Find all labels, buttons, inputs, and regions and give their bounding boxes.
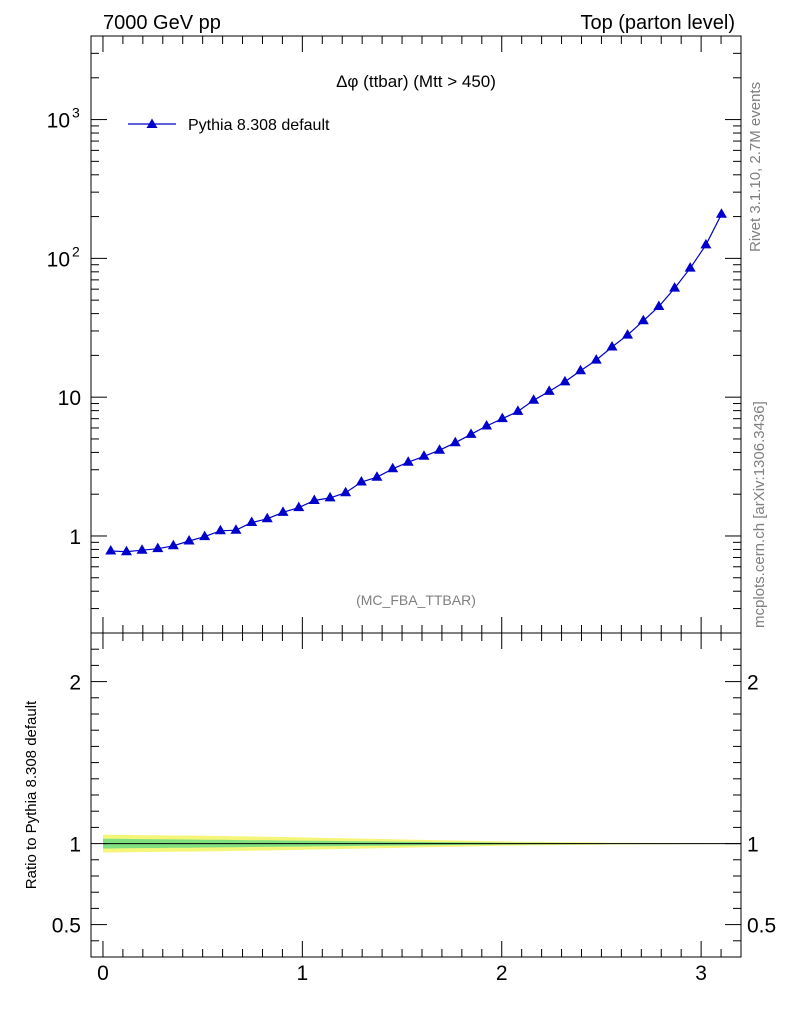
y-tick-label: 10 xyxy=(47,110,70,133)
data-point xyxy=(449,436,461,447)
data-point xyxy=(340,486,352,497)
data-point xyxy=(402,456,414,466)
y-tick-label: 10 xyxy=(47,248,70,271)
data-point xyxy=(528,394,540,404)
data-point xyxy=(559,375,571,386)
data-point xyxy=(371,471,383,481)
ratio-y-label: 2 xyxy=(69,672,81,695)
watermark: (MC_FBA_TTBAR) xyxy=(356,592,476,608)
data-point xyxy=(653,300,665,311)
data-point xyxy=(715,208,727,218)
y-tick-exponent: 2 xyxy=(72,243,80,259)
data-point xyxy=(324,491,336,502)
source-label: mcplots.cern.ch [arXiv:1306.3436] xyxy=(751,401,768,628)
legend-label: Pythia 8.308 default xyxy=(188,117,330,134)
data-point xyxy=(481,419,493,430)
x-tick-label: 0 xyxy=(97,962,109,985)
data-point xyxy=(152,542,164,553)
data-point xyxy=(622,329,634,339)
data-point xyxy=(214,524,226,535)
ratio-y-label-right: 0.5 xyxy=(747,915,776,938)
legend-marker xyxy=(146,118,158,128)
ratio-frame xyxy=(90,632,742,958)
data-point xyxy=(199,530,211,541)
data-point xyxy=(120,545,132,556)
data-point xyxy=(387,462,399,473)
data-point xyxy=(167,539,179,550)
data-point xyxy=(418,450,430,460)
ratio-ylabel: Ratio to Pythia 8.308 default xyxy=(23,700,40,889)
data-point xyxy=(684,262,696,272)
data-point xyxy=(293,501,305,512)
ratio-y-label: 0.5 xyxy=(52,915,81,938)
data-point xyxy=(261,512,273,523)
data-point xyxy=(355,475,367,486)
data-point xyxy=(590,354,602,364)
ratio-y-label: 1 xyxy=(69,834,81,857)
x-tick-label: 3 xyxy=(695,962,707,985)
legend: Pythia 8.308 default xyxy=(128,117,330,134)
data-point xyxy=(512,405,524,415)
data-point xyxy=(700,238,712,249)
y-tick-label: 10 xyxy=(58,387,81,410)
main-panel: Δφ (ttbar) (Mtt > 450) (MC_FBA_TTBAR) 1 1… xyxy=(47,35,742,634)
data-point xyxy=(105,544,117,555)
data-point xyxy=(496,412,508,423)
data-point xyxy=(574,364,586,375)
energy-label: 7000 GeV pp xyxy=(103,12,221,34)
data-point xyxy=(606,340,618,351)
data-point xyxy=(136,544,148,554)
data-point xyxy=(277,506,289,516)
rivet-label: Rivet 3.1.10, 2.7M events xyxy=(747,82,764,252)
ratio-y-label-right: 1 xyxy=(747,834,759,857)
ratio-panel: 0.5 0.5 1 1 2 2 0 1 2 3 Ratio to Pythia 8.308 de… xyxy=(23,632,776,985)
data-point xyxy=(183,535,195,545)
data-point xyxy=(434,444,446,454)
ratio-y-label-right: 2 xyxy=(747,672,759,695)
main-title: Δφ (ttbar) (Mtt > 450) xyxy=(336,72,496,91)
data-point xyxy=(230,524,242,534)
y-tick-exponent: 3 xyxy=(72,105,80,121)
data-point xyxy=(465,428,477,438)
y-tick-label: 1 xyxy=(69,526,81,549)
data-point xyxy=(246,516,258,527)
series-line xyxy=(110,213,723,553)
x-tick-label: 1 xyxy=(297,962,309,985)
data-point xyxy=(637,314,649,325)
data-point xyxy=(543,385,555,395)
x-tick-label: 2 xyxy=(496,962,508,985)
data-point xyxy=(669,282,681,292)
data-point xyxy=(308,494,320,505)
process-label: Top (parton level) xyxy=(580,12,735,34)
